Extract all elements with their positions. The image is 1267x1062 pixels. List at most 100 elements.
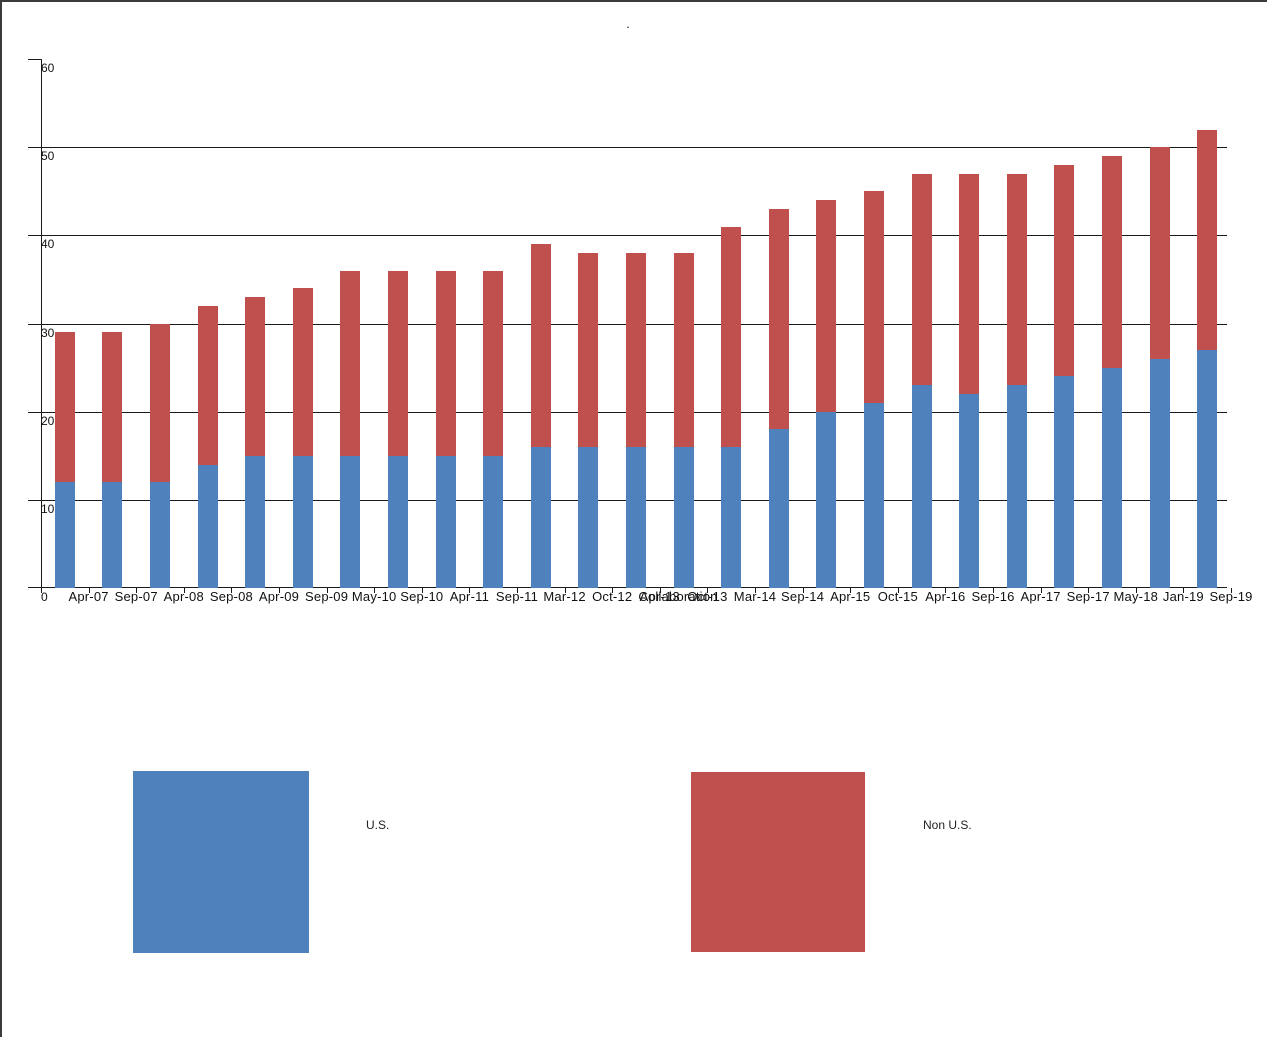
bar-segment-us-Sep-17 — [1054, 376, 1075, 588]
bar-segment-non-us-Sep-11 — [483, 270, 504, 456]
x-tick-label-Apr-08: Apr-08 — [163, 589, 204, 604]
bar-segment-us-Sep-08 — [197, 464, 218, 588]
bar-Apr-15 — [816, 200, 837, 588]
bar-Sep-11 — [483, 270, 504, 588]
bar-segment-non-us-Mar-14 — [721, 226, 742, 447]
bar-Apr-11 — [435, 270, 456, 588]
gridline-40 — [28, 235, 1227, 237]
x-tick-label-Sep-17: Sep-17 — [1066, 589, 1110, 604]
bar-May-18 — [1102, 156, 1122, 588]
x-tick-5 — [279, 588, 280, 593]
x-tick-label-Apr-11: Apr-11 — [449, 589, 490, 604]
x-tick-12 — [612, 588, 614, 593]
bar-segment-non-us-Sep-16 — [959, 173, 980, 395]
x-tick-label-Sep-08: Sep-08 — [209, 589, 253, 604]
bar-Sep-09 — [292, 288, 313, 588]
x-tick-4 — [231, 588, 233, 593]
bar-Oct-15 — [864, 191, 884, 588]
bar-segment-non-us-Oct-12 — [578, 252, 599, 447]
bar-segment-us-Sep-14 — [768, 429, 789, 588]
x-axis-overlay-label: Collaboration — [638, 589, 718, 604]
y-tick-label-40: 40 — [41, 237, 55, 252]
bar-segment-non-us-Sep-17 — [1054, 164, 1075, 377]
bar-segment-us-Apr-16 — [911, 385, 932, 588]
plot-area — [28, 59, 1232, 593]
bar-Sep-07 — [102, 332, 123, 588]
x-tick-label-Jan-19: Jan-19 — [1162, 589, 1204, 604]
bar-Jan-19 — [1149, 147, 1170, 588]
bar-segment-us-Apr-08 — [150, 482, 170, 588]
x-tick-8 — [421, 588, 423, 593]
x-tick-label-Apr-15: Apr-15 — [830, 589, 871, 604]
bar-segment-non-us-Jan-19 — [1149, 147, 1170, 359]
bar-Sep-08 — [197, 305, 218, 588]
bar-segment-us-Apr-11 — [435, 455, 456, 588]
window-border-left — [0, 0, 2, 1037]
x-tick-label-Sep-10: Sep-10 — [400, 589, 444, 604]
y-tick-label-60: 60 — [41, 61, 55, 75]
x-tick-label-Sep-16: Sep-16 — [971, 589, 1015, 604]
window-border-top — [0, 0, 1267, 2]
bar-Sep-16 — [959, 173, 980, 588]
bar-Apr-17 — [1006, 173, 1027, 588]
x-tick-14 — [707, 588, 709, 593]
x-tick-9 — [469, 588, 471, 593]
bar-Sep-17 — [1054, 164, 1075, 588]
bar-segment-non-us-Oct-13 — [673, 252, 694, 447]
bar-Sep-19 — [1197, 129, 1218, 588]
bar-segment-non-us-Apr-11 — [435, 270, 456, 456]
bar-Mar-12 — [530, 244, 551, 588]
bar-segment-non-us-Apr-15 — [816, 200, 837, 412]
bar-segment-non-us-Apr-09 — [245, 297, 266, 456]
bar-Apr-08 — [150, 323, 170, 588]
x-tick-10 — [517, 588, 518, 593]
bar-segment-non-us-Sep-14 — [768, 208, 789, 430]
x-tick-23 — [1135, 588, 1137, 593]
bar-segment-non-us-May-18 — [1102, 156, 1122, 368]
bar-segment-us-Apr-13 — [626, 446, 646, 588]
bar-segment-us-Apr-15 — [816, 411, 837, 588]
bar-segment-us-Sep-10 — [388, 455, 408, 588]
x-tick-label-Sep-09: Sep-09 — [305, 589, 349, 604]
x-tick-25 — [1231, 588, 1232, 593]
bar-segment-non-us-Apr-13 — [626, 252, 646, 447]
x-tick-16 — [802, 588, 804, 593]
bar-segment-non-us-Oct-15 — [864, 191, 884, 403]
bar-segment-non-us-Sep-19 — [1197, 129, 1218, 350]
bar-segment-us-Jan-19 — [1149, 358, 1170, 588]
x-tick-24 — [1183, 588, 1185, 593]
x-tick-label-Oct-12: Oct-12 — [592, 589, 633, 604]
bar-May-10 — [340, 270, 361, 588]
y-tick-label-30: 30 — [41, 325, 55, 340]
x-tick-label-Sep-19: Sep-19 — [1209, 589, 1253, 604]
x-tick-3 — [183, 588, 185, 593]
bar-segment-us-Oct-13 — [673, 446, 694, 588]
bar-segment-us-Apr-07 — [54, 482, 75, 588]
x-tick-6 — [326, 588, 328, 593]
bar-Apr-16 — [911, 173, 932, 588]
bar-segment-non-us-Apr-07 — [54, 332, 75, 483]
bar-segment-non-us-Sep-08 — [197, 305, 218, 465]
bar-segment-non-us-May-10 — [340, 270, 361, 456]
x-tick-label-May-18: May-18 — [1113, 589, 1159, 604]
bar-segment-us-Sep-07 — [102, 482, 123, 588]
bar-segment-non-us-Mar-12 — [530, 244, 551, 447]
bar-segment-us-May-18 — [1102, 367, 1122, 588]
bar-segment-us-Apr-17 — [1006, 385, 1027, 588]
x-tick-19 — [945, 588, 947, 593]
bar-segment-us-May-10 — [340, 455, 361, 588]
bar-segment-non-us-Apr-08 — [150, 323, 170, 483]
bar-segment-us-Sep-16 — [959, 394, 980, 588]
x-tick-17 — [850, 588, 852, 593]
x-tick-label-Oct-15: Oct-15 — [877, 589, 918, 604]
bar-Apr-07 — [54, 332, 75, 588]
bar-Apr-09 — [245, 297, 266, 588]
legend-swatch-us — [133, 771, 309, 953]
x-tick-label-Apr-09: Apr-09 — [258, 589, 300, 604]
x-tick-22 — [1088, 588, 1090, 593]
x-tick-2 — [136, 588, 138, 593]
x-tick-label-Mar-12: Mar-12 — [543, 589, 586, 604]
legend-swatch-non-us — [691, 772, 865, 952]
y-tick-label-50: 50 — [41, 149, 55, 164]
y-tick-label-10: 10 — [41, 501, 55, 516]
